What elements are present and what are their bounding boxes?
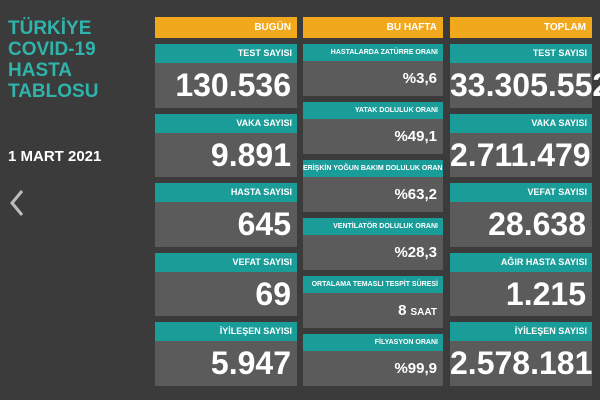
stat-value: 5.947 bbox=[210, 345, 291, 382]
stat-box: 9.891 bbox=[155, 132, 297, 178]
stat-box: %99,9 bbox=[303, 351, 443, 386]
stat-value: %49,1 bbox=[394, 128, 437, 145]
stat-box: %63,2 bbox=[303, 177, 443, 212]
stat-label: HASTALARDA ZATÜRRE ORANI bbox=[303, 44, 443, 61]
stat-value: %28,3 bbox=[394, 244, 437, 261]
stat-label: YATAK DOLULUK ORANI bbox=[303, 102, 443, 119]
stat-value: 130.536 bbox=[175, 67, 291, 103]
stat-label: İYİLEŞEN SAYISI bbox=[155, 322, 297, 342]
stat-value: 33.305.552 bbox=[450, 67, 600, 103]
stat-box: %28,3 bbox=[303, 235, 443, 270]
stat-box: 645 bbox=[155, 202, 297, 247]
stat-label: TEST SAYISI bbox=[155, 44, 297, 63]
column-heading: BU HAFTA bbox=[303, 17, 443, 38]
stat-label: HASTA SAYISI bbox=[155, 183, 297, 203]
stat-box: 2.711.479 bbox=[450, 132, 592, 178]
stat-box: %3,6 bbox=[303, 61, 443, 96]
stat-box: 2.578.181 bbox=[450, 341, 592, 386]
title-line: HASTA bbox=[8, 60, 73, 81]
stat-label: İYİLEŞEN SAYISI bbox=[450, 322, 592, 342]
title-line: TÜRKİYE bbox=[8, 18, 92, 39]
stat-value: 28.638 bbox=[488, 206, 586, 243]
stat-value: 1.215 bbox=[505, 275, 586, 312]
stat-label: VEFAT SAYISI bbox=[155, 252, 297, 272]
stat-value: %63,2 bbox=[394, 186, 437, 203]
stat-value: 9.891 bbox=[210, 136, 291, 173]
stat-label: VAKA SAYISI bbox=[155, 113, 297, 133]
stat-label: ORTALAMA TEMASLI TESPİT SÜRESİ bbox=[303, 276, 443, 293]
stat-label: VAKA SAYISI bbox=[450, 113, 592, 133]
stat-value: 69 bbox=[255, 275, 291, 312]
stat-label: FİLYASYON ORANI bbox=[303, 334, 443, 351]
column-heading: TOPLAM bbox=[450, 17, 592, 38]
stat-value: %99,9 bbox=[394, 360, 437, 377]
title-line: TABLOSU bbox=[8, 81, 99, 102]
stat-box: 130.536 bbox=[155, 63, 297, 108]
stat-box: 28.638 bbox=[450, 202, 592, 247]
stat-box: 69 bbox=[155, 271, 297, 317]
prev-arrow[interactable] bbox=[8, 188, 26, 218]
stat-box: 33.305.552 bbox=[450, 63, 600, 108]
stat-value: 645 bbox=[237, 206, 291, 243]
column-heading: BUGÜN bbox=[155, 17, 297, 38]
title-line: COVID-19 bbox=[8, 39, 96, 60]
stat-box: 8 SAAT bbox=[303, 293, 443, 328]
stat-label: VEFAT SAYISI bbox=[450, 183, 592, 203]
stat-box: 1.215 bbox=[450, 271, 592, 317]
stat-value: 2.578.181 bbox=[450, 345, 593, 382]
date: 1 MART 2021 bbox=[8, 148, 102, 165]
stat-label: AĞIR HASTA SAYISI bbox=[450, 252, 592, 272]
stat-value: 8 bbox=[398, 302, 407, 319]
stat-label: ERİŞKİN YOĞUN BAKIM DOLULUK ORANI bbox=[303, 160, 443, 177]
stat-value: %3,6 bbox=[402, 70, 437, 87]
stat-unit: SAAT bbox=[410, 307, 437, 318]
stat-label: TEST SAYISI bbox=[450, 44, 592, 63]
stat-box: 5.947 bbox=[155, 341, 297, 386]
stat-box: %49,1 bbox=[303, 119, 443, 154]
title: TÜRKİYE COVID-19 HASTA TABLOSU bbox=[8, 18, 98, 102]
stat-label: VENTİLATÖR DOLULUK ORANI bbox=[303, 218, 443, 235]
stat-value: 2.711.479 bbox=[450, 136, 591, 173]
